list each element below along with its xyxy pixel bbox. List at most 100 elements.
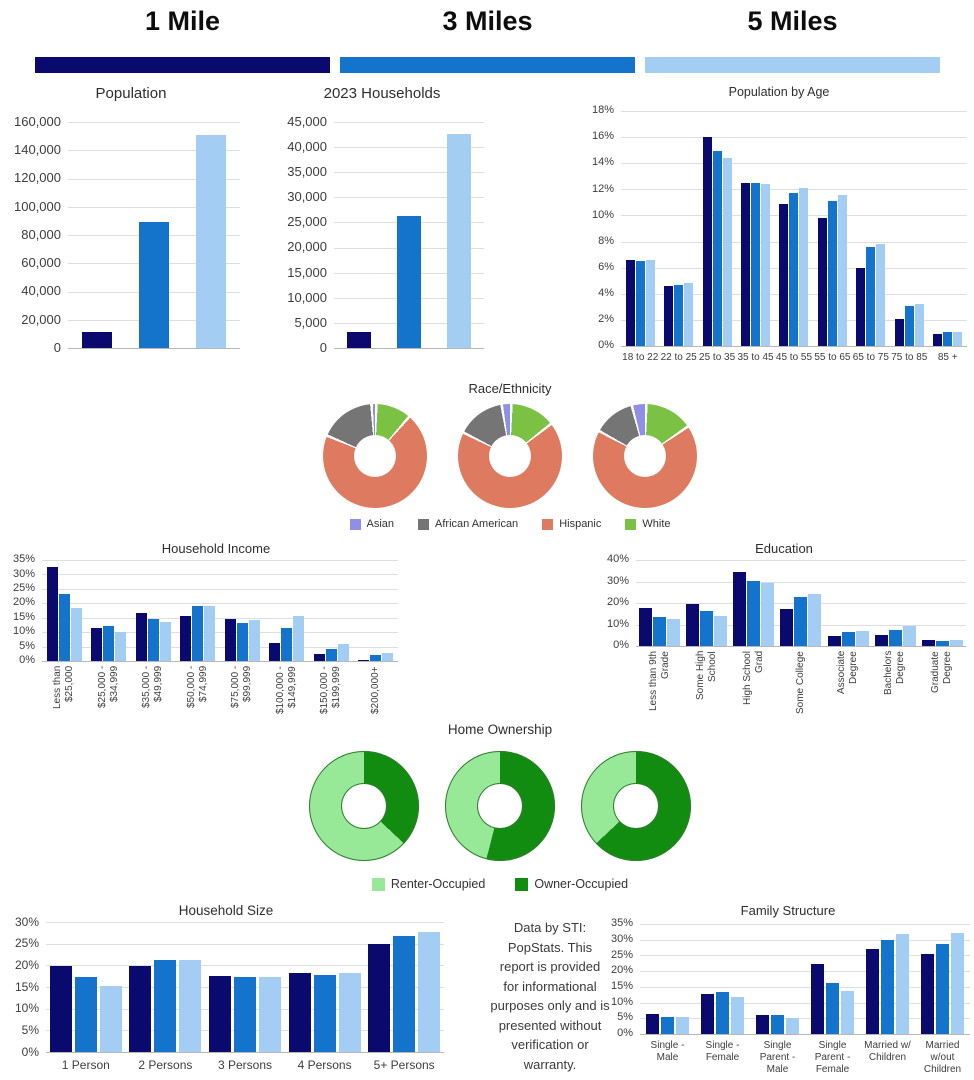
y-tick-label: 25% [610, 948, 633, 961]
bar-1-mile [49, 966, 72, 1052]
gridline [46, 944, 444, 945]
bar-3-miles [138, 222, 169, 348]
mile-headers: 1 Mile 3 Miles 5 Miles [35, 6, 940, 37]
bar-5-miles [949, 640, 963, 646]
gridline [621, 137, 967, 138]
x-label: $50,000 - $74,999 [176, 662, 221, 728]
bar-1-mile [208, 976, 231, 1052]
x-label: 55 to 65 [814, 352, 851, 363]
bar-3-miles [771, 1015, 784, 1034]
y-tick-label: 40% [606, 553, 629, 566]
bar-1-mile [817, 218, 827, 346]
x-label: 22 to 25 [660, 352, 697, 363]
gridline [46, 965, 444, 966]
gridline [640, 1003, 970, 1004]
bar-5-miles [902, 626, 916, 646]
bar-groups [636, 560, 966, 646]
bar-5-miles [837, 195, 847, 346]
x-label: Associate Degree [825, 647, 872, 725]
x-label-text: Associate Degree [836, 651, 860, 695]
bar-1-mile [81, 332, 112, 348]
bar-group [695, 924, 750, 1034]
bar-5-miles [159, 622, 171, 661]
bar-group [775, 111, 813, 346]
y-axis: 160,000 140,000 120,000 100,000 80,000 60,000… [2, 114, 68, 355]
y-tick-label: 160,000 [14, 113, 61, 129]
bar-3-miles [700, 611, 714, 646]
donut-hole [342, 784, 386, 828]
bar-group [285, 922, 365, 1052]
donut-5-miles [593, 404, 697, 508]
plot-area [68, 122, 240, 349]
x-label: Less than 9th Grade [636, 647, 683, 725]
bar-groups [46, 922, 444, 1052]
bar-1-mile [701, 994, 714, 1034]
bar-3-miles [888, 630, 902, 646]
gridline [68, 150, 240, 151]
bar-5-miles [338, 973, 361, 1052]
bar-1-mile [756, 1015, 769, 1034]
x-label: 35 to 45 [737, 352, 774, 363]
x-axis-labels: Single - Male Single - Female Single Paren… [640, 1035, 974, 1076]
bar-3-miles [841, 632, 855, 646]
bar-3-miles [325, 649, 337, 661]
x-label: 75 to 85 [891, 352, 928, 363]
x-label: Some College [777, 647, 824, 725]
bar-1-mile [741, 183, 751, 346]
x-label: 25 to 35 [699, 352, 736, 363]
y-tick-label: 15% [610, 980, 633, 993]
y-tick-label: 30% [12, 567, 35, 580]
plot-area [636, 560, 966, 647]
chart-household-income: Household Income 35% 30% 25% 20% 15% 10% 5% 0% Le… [2, 541, 430, 728]
x-label-text: Bachelors Degree [883, 651, 907, 696]
chart-home-ownership: Home Ownership Renter-Occupied Owner-Occup… [240, 722, 760, 891]
bar-3-miles [313, 975, 336, 1052]
y-tick-label: 20% [12, 596, 35, 609]
x-label: $35,000 - $49,999 [131, 662, 176, 728]
bar-group [183, 122, 240, 348]
y-tick-label: 0% [21, 1044, 39, 1059]
donut-3-miles [445, 751, 555, 861]
x-label: Single Parent - Male [759, 1040, 796, 1075]
x-label: 2 Persons [138, 1058, 193, 1072]
gridline [68, 122, 240, 123]
bar-5-miles [953, 332, 963, 346]
bar-1-mile [921, 954, 934, 1034]
legend-label: African American [435, 518, 519, 530]
gridline [621, 163, 967, 164]
x-label-text: Some High School [694, 651, 718, 701]
y-tick-label: 0% [598, 339, 614, 352]
bar-group [852, 111, 890, 346]
y-tick-label: 10% [606, 617, 629, 630]
bar-1-mile [288, 973, 311, 1052]
gridline [68, 207, 240, 208]
mile-3-header: 3 Miles [442, 6, 533, 36]
bar-group [683, 560, 730, 646]
x-label: Some High School [683, 647, 730, 725]
x-label: $200,000+ [354, 662, 399, 728]
bar-5-miles [841, 991, 854, 1034]
legend-label: White [642, 518, 671, 530]
x-label-text: Graduate Degree [930, 651, 954, 693]
legend-swatch [515, 877, 529, 891]
bar-5-miles [293, 616, 305, 661]
y-axis: 45,000 40,000 35,000 30,000 25,000 20,000 15,0… [262, 114, 334, 355]
chart-body: 160,000 140,000 120,000 100,000 80,000 60,000… [2, 114, 260, 355]
gridline [621, 189, 967, 190]
y-tick-label: 25% [14, 936, 39, 951]
gridline [42, 603, 398, 604]
bar-1-mile [933, 334, 943, 346]
y-tick-label: 5,000 [294, 314, 327, 330]
gridline [42, 647, 398, 648]
y-tick-label: 20,000 [21, 311, 61, 327]
y-tick-label: 40,000 [21, 283, 61, 299]
bar-1-mile [664, 286, 674, 346]
bar-1-mile [46, 567, 58, 661]
gridline [636, 560, 966, 561]
x-label-text: Less than 9th Grade [647, 651, 671, 712]
chart-title: Population by Age [728, 85, 830, 99]
bar-group [915, 924, 970, 1034]
bar-group [730, 560, 777, 646]
bar-group [434, 122, 484, 348]
